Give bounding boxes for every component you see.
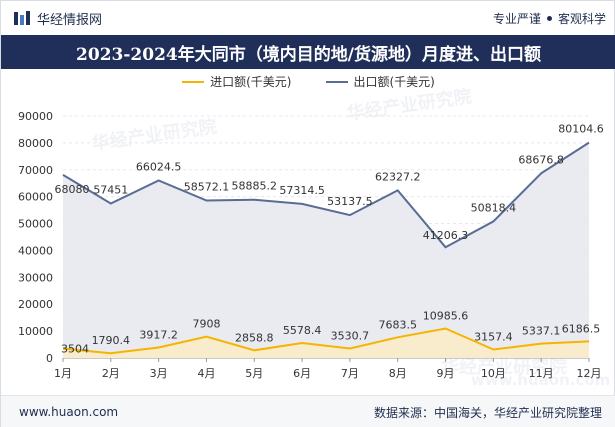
import-data-label: 3917.2 xyxy=(139,328,178,341)
legend-import-swatch xyxy=(182,80,205,83)
export-line xyxy=(62,141,590,249)
y-tick-label: 50000 xyxy=(18,218,53,231)
import-data-label: 3157.4 xyxy=(474,331,513,344)
export-data-label: 68080 xyxy=(55,183,90,196)
y-tick-label: 60000 xyxy=(18,191,53,204)
legend-import-label: 进口额(千美元) xyxy=(210,75,292,89)
slogan: 专业严谨 客观科学 xyxy=(493,10,606,27)
y-tick-label: 10000 xyxy=(18,325,53,338)
import-data-label: 1790.4 xyxy=(92,334,131,347)
x-tick-label: 1月 xyxy=(54,367,72,380)
x-tick-label: 9月 xyxy=(437,367,455,380)
separator-dot-icon xyxy=(546,15,552,21)
legend-item-export[interactable]: 出口额(千美元) xyxy=(325,73,435,90)
import-data-label: 3504 xyxy=(61,343,89,356)
line-area-chart: 0 10000 20000 30000 40000 50000 60000 70000 8000… xyxy=(18,110,604,380)
x-tick-label: 6月 xyxy=(293,367,311,380)
import-area xyxy=(63,328,589,358)
legend-item-import[interactable]: 进口额(千美元) xyxy=(182,73,292,90)
x-tick-label: 2月 xyxy=(102,367,120,380)
x-tick-label: 11月 xyxy=(529,367,554,380)
export-data-label: 62327.2 xyxy=(375,170,421,183)
x-tick-label: 8月 xyxy=(389,367,407,380)
import-data-label: 6186.5 xyxy=(562,322,601,335)
import-data-label: 3530.7 xyxy=(331,330,370,343)
import-data-label: 7908 xyxy=(192,318,220,331)
y-tick-label: 70000 xyxy=(18,164,53,177)
x-tick-label: 7月 xyxy=(341,367,359,380)
x-tick-label: 5月 xyxy=(245,367,263,380)
import-data-label: 5578.4 xyxy=(283,324,322,337)
footer-website[interactable]: www.huaon.com xyxy=(19,405,119,419)
import-data-label: 5337.1 xyxy=(522,325,561,338)
export-data-label: 50818.4 xyxy=(471,201,517,214)
y-tick-label: 80000 xyxy=(18,137,53,150)
legend-export-swatch xyxy=(325,80,348,83)
x-tick-label: 10月 xyxy=(481,367,506,380)
brand-logo-icon xyxy=(14,11,30,25)
x-tick-label: 4月 xyxy=(197,367,215,380)
export-data-label: 58885.2 xyxy=(232,180,278,193)
y-tick-label: 20000 xyxy=(18,298,53,311)
import-data-label: 2858.8 xyxy=(235,331,274,344)
y-tick-label: 30000 xyxy=(18,271,53,284)
export-data-label: 66024.5 xyxy=(136,160,182,173)
export-data-label: 80104.6 xyxy=(558,123,604,136)
x-tick-label: 3月 xyxy=(150,367,168,380)
footer: www.huaon.com 数据来源：中国海关，华经产业研究院整理 xyxy=(1,395,615,427)
x-tick-label: 12月 xyxy=(577,367,602,380)
export-data-label: 57451 xyxy=(93,184,128,197)
export-data-label: 41206.3 xyxy=(423,229,469,242)
export-data-label: 53137.5 xyxy=(327,195,373,208)
y-tick-label: 0 xyxy=(46,352,53,365)
legend-export-label: 出口额(千美元) xyxy=(353,75,435,89)
footer-source: 数据来源：中国海关，华经产业研究院整理 xyxy=(373,405,602,420)
y-tick-label: 90000 xyxy=(18,110,53,123)
export-data-label: 58572.1 xyxy=(184,181,230,194)
top-bar: 华经情报网 专业严谨 客观科学 xyxy=(1,1,615,35)
import-line xyxy=(62,327,590,355)
chart-legend: 进口额(千美元) 出口额(千美元) xyxy=(1,73,615,90)
chart-title: 2023-2024年大同市（境内目的地/货源地）月度进、出口额 xyxy=(1,35,615,69)
import-data-label: 7683.5 xyxy=(378,318,417,331)
brand[interactable]: 华经情报网 xyxy=(13,9,102,28)
brand-name: 华经情报网 xyxy=(37,12,103,28)
slogan-tag-2: 客观科学 xyxy=(557,11,606,26)
export-data-label: 68676.8 xyxy=(518,153,564,166)
import-data-label: 10985.6 xyxy=(423,309,469,322)
slogan-tag-1: 专业严谨 xyxy=(492,11,541,26)
y-tick-label: 40000 xyxy=(18,244,53,257)
export-data-label: 57314.5 xyxy=(279,184,325,197)
export-area xyxy=(63,142,589,358)
